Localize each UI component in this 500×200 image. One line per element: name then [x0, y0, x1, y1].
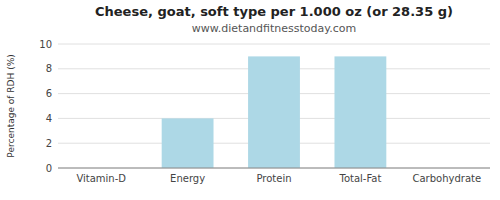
x-tick-label: Energy [170, 173, 205, 184]
y-tick-label: 0 [46, 163, 52, 174]
grid-line [58, 168, 490, 169]
y-tick-label: 4 [46, 113, 52, 124]
y-tick-label: 8 [46, 63, 52, 74]
grid [58, 44, 490, 168]
bar [162, 118, 214, 168]
y-axis-label: Percentage of RDH (%) [6, 54, 16, 157]
y-tick-label: 10 [39, 39, 52, 50]
bar [334, 56, 386, 168]
bars [162, 56, 387, 168]
grid-line [58, 44, 490, 45]
title: Cheese, goat, soft type per 1.000 oz (or… [95, 4, 453, 19]
chart: Cheese, goat, soft type per 1.000 oz (or… [0, 0, 500, 200]
x-tick-label: Vitamin-D [76, 173, 126, 184]
x-tick-label: Carbohydrate [412, 173, 481, 184]
x-tick-label: Protein [256, 173, 291, 184]
y-tick-label: 2 [46, 138, 52, 149]
y-tick-label: 6 [46, 88, 52, 99]
chart-container: Cheese, goat, soft type per 1.000 oz (or… [0, 0, 500, 200]
x-tick-label: Total-Fat [338, 173, 381, 184]
subtitle: www.dietandfitnesstoday.com [192, 22, 356, 35]
bar [248, 56, 300, 168]
x-axis-line [58, 168, 490, 169]
